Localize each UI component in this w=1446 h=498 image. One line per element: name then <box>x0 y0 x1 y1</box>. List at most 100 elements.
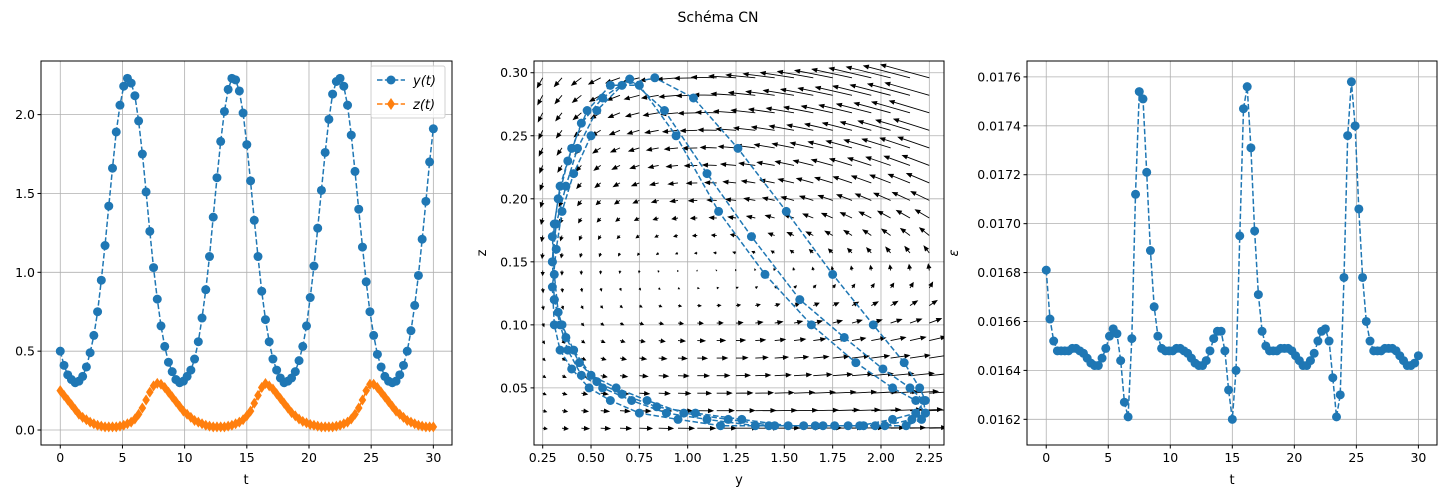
error-series-point <box>1253 290 1263 300</box>
quiver-arrow <box>909 353 931 359</box>
trajectory-point <box>584 383 594 393</box>
quiver-arrow <box>805 231 814 237</box>
y-series-point <box>320 147 330 157</box>
z-series-point <box>146 386 154 398</box>
quiver-arrow <box>716 303 722 308</box>
error-ytick-label: 0.0170 <box>977 216 1021 231</box>
y-series-point <box>126 78 136 88</box>
quiver-arrow <box>630 181 640 187</box>
quiver-arrow <box>697 320 704 326</box>
trajectory-point <box>851 358 861 368</box>
z-series-point <box>295 413 303 425</box>
quiver-arrow <box>755 286 759 290</box>
error-series-point <box>1123 412 1133 422</box>
quiver-arrow <box>871 354 891 359</box>
quiver-arrow <box>657 270 660 273</box>
trajectory-point <box>828 269 838 279</box>
y-series-point <box>249 215 259 225</box>
trajectory-point <box>839 332 849 342</box>
quiver-arrow <box>538 147 544 157</box>
quiver-arrow <box>665 163 679 169</box>
quiver-arrow <box>745 89 775 96</box>
trajectory-point <box>737 414 747 424</box>
trajectory-point <box>733 143 743 153</box>
quiver-arrow <box>895 209 911 219</box>
error-series-point <box>1343 131 1353 141</box>
quiver-arrow <box>753 143 775 149</box>
quiver-arrow <box>851 319 863 324</box>
quiver-arrow <box>541 305 545 311</box>
y-series-point <box>205 252 215 262</box>
error-series-point <box>1365 336 1375 346</box>
quiver-arrow <box>697 355 709 361</box>
time-series-xlabel: t <box>243 473 248 488</box>
z-series-point <box>235 416 244 428</box>
quiver-arrow <box>677 425 696 431</box>
quiver-arrow <box>887 173 911 184</box>
quiver-arrow <box>559 252 564 259</box>
quiver-arrow <box>918 227 930 236</box>
y-series-point <box>137 149 147 159</box>
quiver-arrow <box>871 301 879 307</box>
error-series-point <box>1346 77 1356 87</box>
quiver-arrow <box>750 125 775 131</box>
quiver-arrow <box>839 212 853 219</box>
z-series-point <box>254 389 262 401</box>
quiver-arrow <box>647 164 659 169</box>
phase-xlabel: y <box>735 473 743 488</box>
quiver-arrow <box>639 304 643 308</box>
quiver-arrow <box>793 390 816 396</box>
quiver-arrow <box>722 179 737 185</box>
quiver-arrow <box>606 94 621 101</box>
quiver-arrow <box>901 154 930 166</box>
quiver-arrow <box>639 373 649 379</box>
phase-ytick-label: 0.20 <box>500 191 528 206</box>
z-series-point <box>310 419 318 431</box>
quiver-arrow <box>553 77 563 88</box>
y-series-point <box>156 321 166 331</box>
trajectory-point <box>799 421 809 431</box>
quiver-arrow <box>607 112 621 118</box>
quiver-arrow <box>813 302 820 308</box>
trajectory-point <box>557 320 567 330</box>
trajectory-point <box>868 320 878 330</box>
quiver-arrow <box>891 191 911 201</box>
quiver-arrow <box>732 251 737 255</box>
quiver-arrow <box>657 287 661 291</box>
quiver-arrow <box>581 356 587 361</box>
time-series-ytick-label: 1.0 <box>15 265 35 280</box>
y-series-point <box>89 330 99 340</box>
legend-label-z: z(t) <box>412 98 435 113</box>
trajectory-point <box>760 269 770 279</box>
quiver-arrow <box>697 127 717 133</box>
quiver-arrow <box>843 229 853 236</box>
error-series-point <box>1231 365 1241 375</box>
quiver-arrow <box>850 175 872 184</box>
quiver-arrow <box>619 408 631 414</box>
quiver-arrow <box>846 157 872 166</box>
quiver-arrow <box>537 112 544 123</box>
trajectory-point <box>671 131 681 141</box>
quiver-arrow <box>761 196 775 202</box>
quiver-arrow <box>639 321 645 326</box>
quiver-arrow <box>811 266 815 271</box>
error-series-point <box>1250 226 1260 236</box>
y-series-point <box>134 116 144 126</box>
error-series-point <box>1313 336 1323 346</box>
quiver-arrow <box>697 425 717 431</box>
quiver-arrow <box>774 355 790 361</box>
quiver-arrow <box>808 249 814 254</box>
error-xtick-label: 5 <box>1104 450 1112 465</box>
trajectory-point <box>905 383 915 393</box>
trajectory-point <box>569 345 579 355</box>
quiver-arrow <box>821 121 853 131</box>
quiver-arrow <box>885 246 891 254</box>
trajectory-point <box>702 169 712 179</box>
quiver-arrow <box>774 407 798 413</box>
quiver-arrow <box>652 216 659 221</box>
quiver-arrow <box>755 390 774 396</box>
y-series-point <box>216 136 226 146</box>
phase-ytick-label: 0.10 <box>500 317 528 332</box>
trajectory-point <box>714 206 724 216</box>
error-series-point <box>1119 397 1129 407</box>
